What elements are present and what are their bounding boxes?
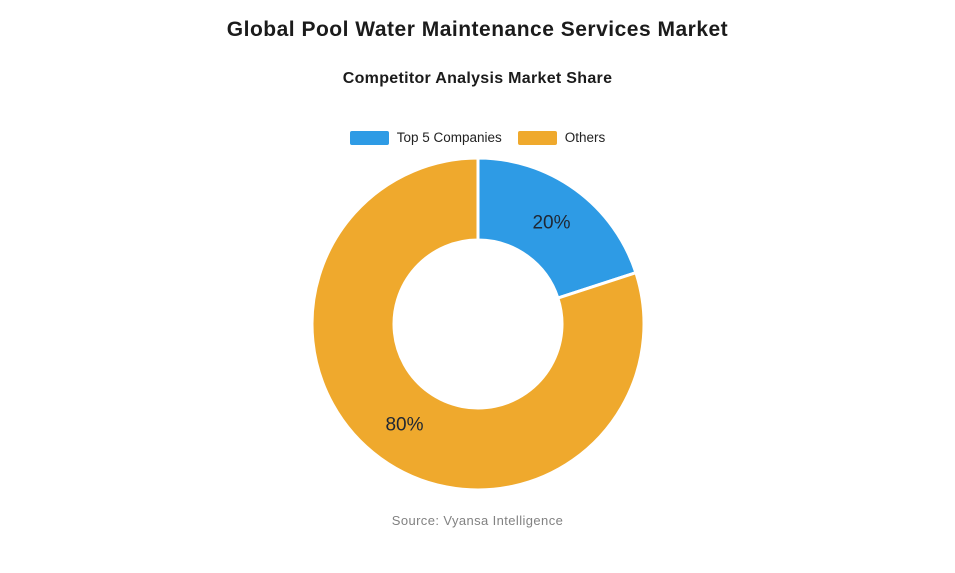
slice-top-5-companies[interactable] xyxy=(476,156,638,300)
legend-swatch-top-5-companies xyxy=(349,130,389,145)
chart-subtitle: Competitor Analysis Market Share xyxy=(342,70,613,87)
source-note: Source: Vyansa Intelligence xyxy=(391,513,564,528)
legend-label-top-5-companies: Top 5 Companies xyxy=(396,130,502,145)
legend: Top 5 Companies Others xyxy=(0,130,955,145)
legend-swatch-others xyxy=(517,130,557,145)
legend-item-others[interactable]: Others xyxy=(517,130,606,145)
slice-label-top-5-companies: 20% xyxy=(532,212,570,233)
slice-others[interactable] xyxy=(310,156,646,492)
chart-title: Global Pool Water Maintenance Services M… xyxy=(226,18,729,41)
legend-label-others: Others xyxy=(564,130,606,145)
slice-label-others: 80% xyxy=(385,415,423,436)
legend-item-top-5-companies[interactable]: Top 5 Companies xyxy=(349,130,502,145)
